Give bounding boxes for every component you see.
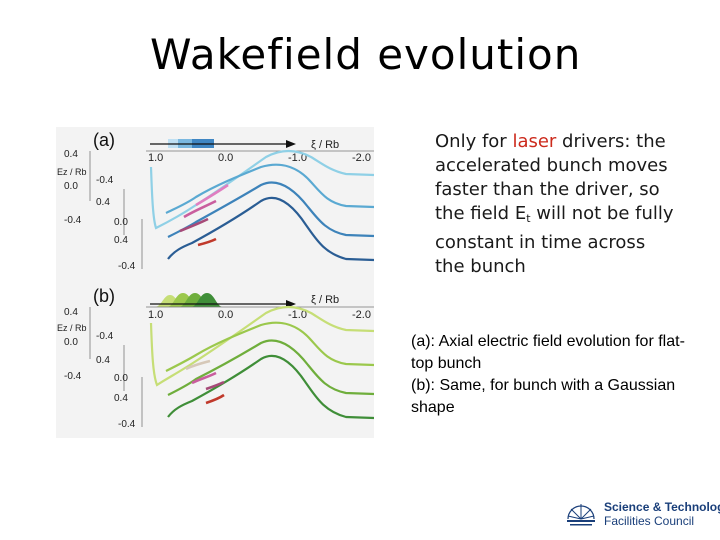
panel-a-label: (a) [93, 130, 115, 150]
panel-a-xtick-2: 0.0 [218, 152, 233, 164]
panel-b-bunch-2 [191, 371, 217, 385]
description-subscript: t [526, 212, 531, 225]
caption-line-b: (b): Same, for bunch with a Gaussian sha… [411, 377, 676, 416]
panel-b-curve-1 [149, 305, 374, 387]
panel-b-xtick-4: -2.0 [352, 309, 371, 321]
panel-a-ytick-1: 0.4 [64, 149, 78, 160]
panel-a-bunch-1 [195, 183, 229, 207]
panel-b-label: (b) [93, 286, 115, 306]
panel-b-ytick-6: -0.4 [64, 371, 82, 382]
panel-b-ytick-4: 0.4 [96, 355, 110, 366]
figure-caption: (a): Axial electric field evolution for … [411, 331, 701, 419]
panel-b-xi-label: ξ / Rb [311, 294, 339, 306]
description-part-3: will not be fully constant in time acros… [435, 203, 674, 277]
panel-b-curve-3 [167, 339, 374, 396]
panel-a-xi-label: ξ / Rb [311, 139, 339, 151]
panel-a-ytick-3: -0.4 [96, 175, 114, 186]
stfc-logo: Science & Technology Facilities Council [564, 497, 720, 531]
panel-a-ytick-8: -0.4 [118, 261, 136, 272]
laser-highlight: laser [512, 131, 557, 152]
stfc-logo-icon [567, 504, 595, 526]
panel-a-xtick-1: 1.0 [148, 152, 163, 164]
wakefield-plot: (a) ξ / Rb 1.0 0.0 -1.0 -2.0 Ez / Rb 0.4… [56, 127, 374, 438]
panel-b-bunch-3 [205, 380, 225, 391]
caption-line-a: (a): Axial electric field evolution for … [411, 333, 685, 372]
panel-a-bunch-4 [197, 237, 217, 247]
panel-a-bunch-3 [179, 217, 209, 233]
panel-b-ylabel: Ez / Rb [57, 323, 87, 333]
panel-a-ylabel: Ez / Rb [57, 167, 87, 177]
panel-a-curve-4 [167, 196, 374, 262]
panel-a-ytick-7: 0.4 [114, 235, 128, 246]
panel-a-bunch-2 [183, 199, 217, 219]
panel-a-xi-arrowhead [286, 140, 296, 148]
panel-a-xtick-4: -2.0 [352, 152, 371, 164]
panel-b-curve-4 [167, 354, 374, 420]
panel-b-bunch-4 [205, 393, 225, 405]
wakefield-figure: (a) ξ / Rb 1.0 0.0 -1.0 -2.0 Ez / Rb 0.4… [56, 127, 374, 438]
panel-b-ytick-3: -0.4 [96, 331, 114, 342]
panel-b-xtick-3: -1.0 [288, 309, 307, 321]
panel-b-curve-2 [165, 321, 374, 372]
slide-title: Wakefield evolution [150, 30, 582, 79]
description-part-1: Only for [435, 131, 513, 152]
panel-b-xtick-2: 0.0 [218, 309, 233, 321]
panel-a-ytick-2: 0.0 [64, 181, 78, 192]
logo-line-2: Facilities Council [604, 514, 695, 528]
panel-b-ytick-1: 0.4 [64, 307, 78, 318]
panel-b-ytick-7: 0.4 [114, 393, 128, 404]
panel-a-xtick-3: -1.0 [288, 152, 307, 164]
panel-a-ytick-4: 0.4 [96, 197, 110, 208]
panel-b-ytick-8: -0.4 [118, 419, 136, 430]
panel-a-curve-2 [165, 163, 374, 214]
panel-b-ytick-5: 0.0 [114, 373, 128, 384]
description-part-2: drivers: the accelerated bunch moves fas… [435, 131, 668, 224]
panel-b-xtick-1: 1.0 [148, 309, 163, 321]
panel-b-ytick-2: 0.0 [64, 337, 78, 348]
description-text: Only for laser drivers: the accelerated … [435, 130, 675, 279]
panel-a-ytick-5: 0.0 [114, 217, 128, 228]
panel-b-bunch-1 [185, 359, 211, 371]
logo-text: Science & Technology Facilities Council [604, 500, 720, 528]
logo-line-1: Science & Technology [604, 500, 720, 514]
panel-a-ytick-6: -0.4 [64, 215, 82, 226]
